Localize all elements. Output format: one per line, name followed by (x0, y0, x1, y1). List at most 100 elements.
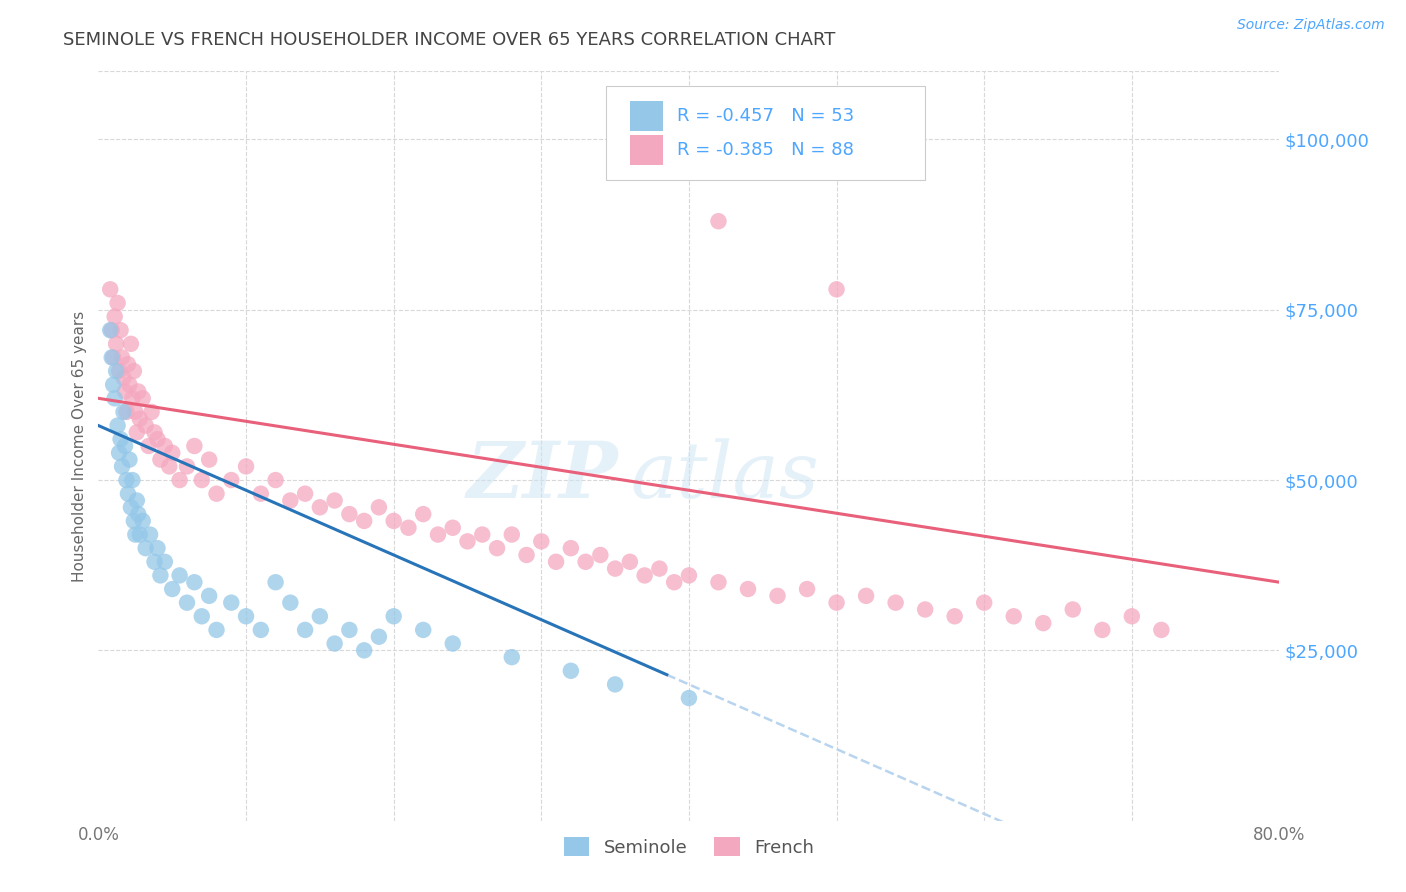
Point (530, 534, 553, 549)
Point (914, 602, 936, 616)
Point (884, 596, 907, 610)
Point (825, 596, 848, 610)
Point (124, 405, 146, 419)
Point (176, 459, 198, 474)
Text: SEMINOLE VS FRENCH HOUSEHOLDER INCOME OVER 65 YEARS CORRELATION CHART: SEMINOLE VS FRENCH HOUSEHOLDER INCOME OV… (63, 31, 835, 49)
Point (1121, 609, 1143, 624)
Point (122, 514, 145, 528)
Point (1091, 623, 1114, 637)
FancyBboxPatch shape (630, 135, 664, 165)
FancyBboxPatch shape (630, 102, 664, 131)
Point (191, 473, 214, 487)
Point (169, 473, 191, 487)
Point (183, 439, 205, 453)
Point (486, 541, 509, 556)
Point (132, 514, 155, 528)
Point (104, 310, 127, 324)
Point (323, 636, 346, 650)
Point (1150, 623, 1173, 637)
Point (707, 575, 730, 590)
Point (138, 439, 160, 453)
Point (368, 630, 391, 644)
Point (114, 439, 136, 453)
Point (427, 527, 450, 541)
Point (143, 555, 166, 569)
Point (309, 609, 332, 624)
Point (398, 521, 420, 535)
Point (235, 609, 257, 624)
FancyBboxPatch shape (606, 87, 925, 180)
Point (118, 377, 141, 392)
Point (125, 493, 148, 508)
Point (98, 282, 121, 296)
Point (235, 459, 257, 474)
Point (648, 561, 671, 575)
Point (323, 493, 346, 508)
Point (205, 623, 228, 637)
Point (105, 336, 128, 351)
Point (128, 527, 150, 541)
Point (117, 357, 139, 371)
Point (1002, 609, 1025, 624)
Y-axis label: Householder Income Over 65 years: Householder Income Over 65 years (72, 310, 87, 582)
Point (501, 527, 523, 541)
Point (221, 596, 243, 610)
Point (353, 643, 375, 657)
Point (103, 351, 125, 365)
Point (412, 507, 434, 521)
Point (294, 486, 316, 500)
Point (280, 596, 302, 610)
Point (139, 527, 162, 541)
Point (605, 561, 627, 575)
Point (973, 596, 995, 610)
Point (825, 282, 848, 296)
Point (501, 650, 523, 665)
Point (108, 446, 131, 460)
Text: Source: ZipAtlas.com: Source: ZipAtlas.com (1237, 18, 1385, 32)
Point (104, 392, 127, 406)
Point (169, 568, 191, 582)
Point (98, 323, 121, 337)
Point (471, 527, 494, 541)
Point (191, 609, 214, 624)
Point (112, 371, 135, 385)
Point (128, 411, 150, 425)
Point (264, 575, 287, 590)
Point (121, 473, 143, 487)
Text: atlas: atlas (630, 438, 818, 514)
Point (766, 589, 789, 603)
Point (678, 691, 700, 706)
Point (368, 500, 391, 515)
Point (737, 582, 759, 596)
Point (441, 521, 464, 535)
Point (107, 296, 129, 310)
Point (107, 418, 129, 433)
Point (221, 473, 243, 487)
Point (111, 459, 134, 474)
Point (135, 418, 157, 433)
Point (198, 452, 221, 467)
Text: R = -0.457   N = 53: R = -0.457 N = 53 (678, 107, 855, 125)
Point (353, 514, 375, 528)
Point (560, 541, 582, 556)
Point (120, 336, 142, 351)
Point (162, 446, 183, 460)
Point (1032, 616, 1054, 631)
Point (117, 486, 139, 500)
Point (127, 384, 149, 399)
Point (110, 432, 132, 446)
Point (198, 589, 221, 603)
Point (382, 609, 405, 624)
Point (183, 575, 205, 590)
Point (153, 439, 176, 453)
Point (146, 432, 169, 446)
Point (125, 425, 148, 440)
Point (118, 452, 141, 467)
Point (141, 405, 163, 419)
Point (149, 568, 172, 582)
Point (382, 514, 405, 528)
Point (560, 664, 582, 678)
Point (1062, 602, 1084, 616)
Point (678, 568, 700, 582)
Point (855, 589, 877, 603)
